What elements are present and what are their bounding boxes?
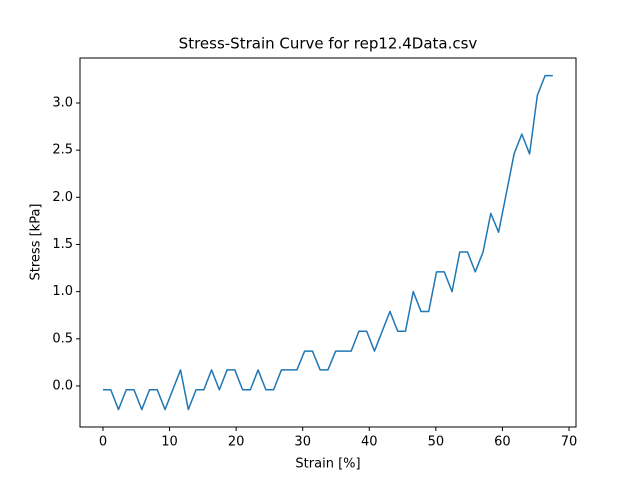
x-tick-label: 20 xyxy=(228,435,245,450)
x-tick-label: 50 xyxy=(428,435,445,450)
x-tick-label: 60 xyxy=(494,435,511,450)
y-tick-label: 0.0 xyxy=(52,378,73,393)
x-tick-label: 70 xyxy=(561,435,578,450)
x-tick-label: 0 xyxy=(99,435,107,450)
y-tick-label: 0.5 xyxy=(52,331,73,346)
x-tick-label: 40 xyxy=(361,435,378,450)
x-tick-label: 30 xyxy=(294,435,311,450)
y-tick-label: 1.5 xyxy=(52,237,73,252)
y-axis-label: Stress [kPa] xyxy=(29,204,44,281)
chart-title: Stress-Strain Curve for rep12.4Data.csv xyxy=(179,35,478,53)
y-tick-label: 1.0 xyxy=(52,284,73,299)
plot-frame xyxy=(79,57,577,428)
x-tick-label: 10 xyxy=(161,435,178,450)
y-tick-label: 3.0 xyxy=(52,95,73,110)
y-tick-label: 2.5 xyxy=(52,143,73,158)
x-axis-label: Strain [%] xyxy=(295,457,360,472)
data-line xyxy=(102,74,553,411)
y-tick-label: 2.0 xyxy=(52,190,73,205)
